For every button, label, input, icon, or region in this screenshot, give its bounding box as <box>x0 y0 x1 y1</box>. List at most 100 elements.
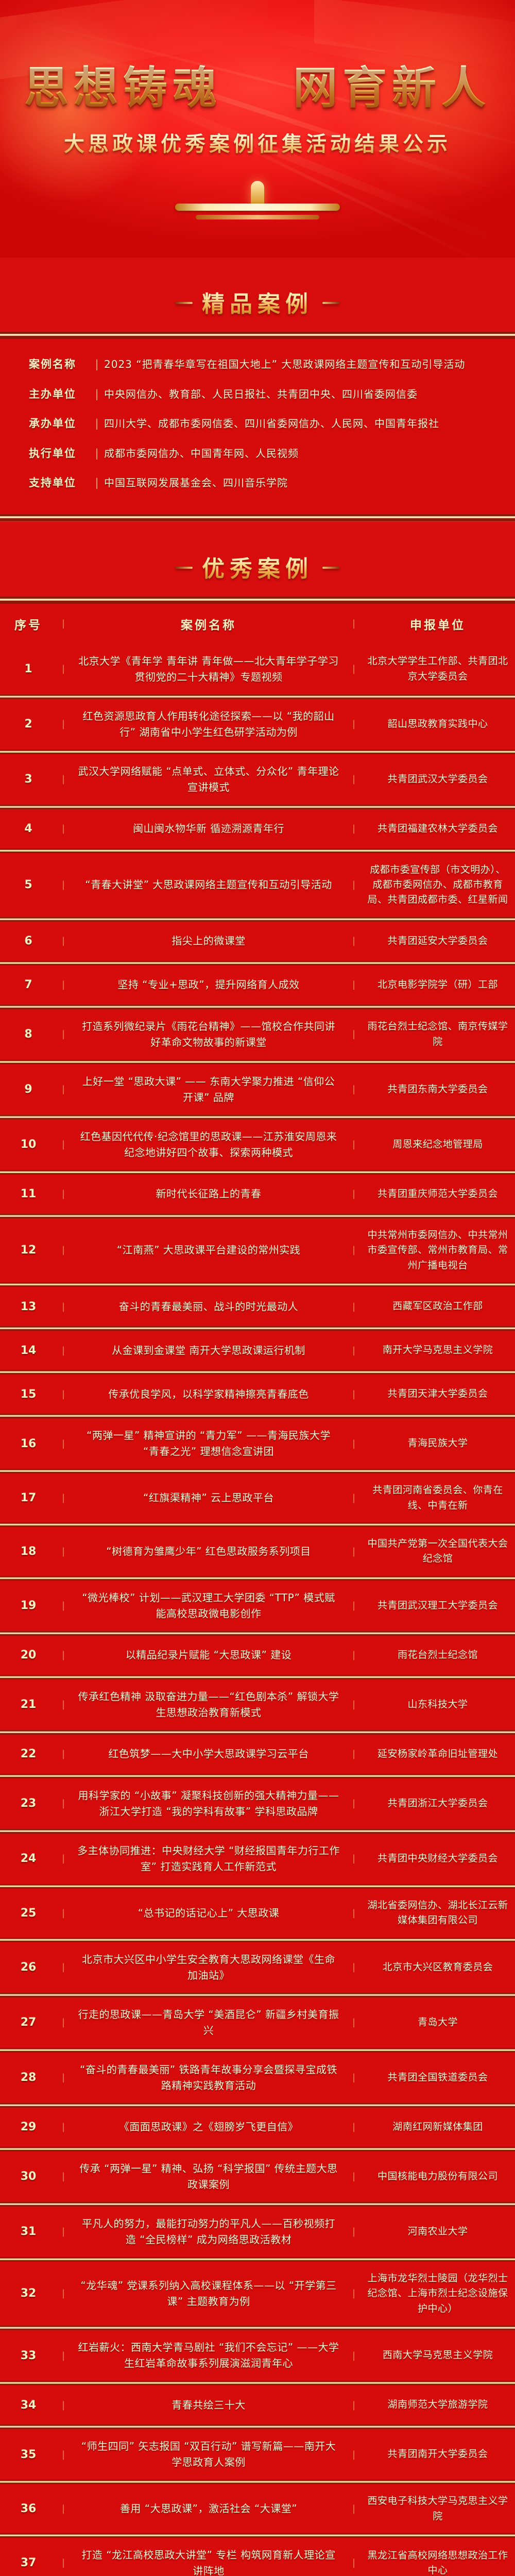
table-row[interactable]: 19 | “微光棒校” 计划——武汉理工大学团委 “TTP” 模式赋能高校思政微电影… <box>0 1580 515 1631</box>
row-divider <box>0 1414 515 1419</box>
row-divider <box>0 1469 515 1474</box>
case-unit: 共青团武汉大学委员会 <box>387 773 488 785</box>
table-row[interactable]: 36 | 善用 “大思政课”，激活社会 “大课堂” | 西安电子科技大学马克思主义学院 <box>0 2484 515 2533</box>
info-value: 四川大学、成都市委网信委、四川省委网信办、人民网、中国青年报社 <box>104 417 439 430</box>
case-number: 6 <box>24 935 32 948</box>
table-row[interactable]: 10 | 红色基因代代传·纪念馆里的思政课——江苏淮安周恩来纪念地讲好四个故事、探索… <box>0 1119 515 1170</box>
case-unit: 雨花台烈士纪念馆 <box>397 1649 478 1661</box>
column-separator: | <box>61 823 65 834</box>
case-name: 传承优良学风，以科学家精神擦亮青春底色 <box>108 1387 309 1400</box>
section-divider <box>0 332 515 339</box>
case-name: “总书记的话记心上” 大思政课 <box>138 1906 280 1919</box>
column-separator: | <box>61 618 65 629</box>
column-separator: | <box>61 1139 65 1150</box>
table-row[interactable]: 14 | 从金课到金课堂 南开大学思政课运行机制 | 南开大学马克思主义学院 <box>0 1331 515 1370</box>
table-row[interactable]: 32 | “龙华魂” 党课系列纳入高校课程体系——以 “开学第三课” 主题教育为例 |… <box>0 2261 515 2326</box>
case-number: 4 <box>24 822 32 835</box>
table-row[interactable]: 17 | “红旗渠精神” 云上思政平台 | 共青团河南省委员会、你青在线、中青在新 <box>0 1473 515 1522</box>
featured-section-title: 精品案例 <box>175 285 313 318</box>
row-divider <box>0 1828 515 1834</box>
row-divider <box>0 2381 515 2386</box>
case-name: 用科学家的 “小故事” 凝聚科技创新的强大精神力量——浙江大学打造 “我的学科有… <box>78 1789 339 1818</box>
column-separator: | <box>352 1907 356 1919</box>
table-row[interactable]: 15 | 传承优良学风，以科学家精神擦亮青春底色 | 共青团天津大学委员会 <box>0 1375 515 1414</box>
case-name: 北京大学《青年学 青年讲 青年做——北大青年学子学习贯彻党的二十大精神》专题视频 <box>78 654 339 683</box>
table-row[interactable]: 11 | 新时代长征路上的青春 | 共青团重庆师范大学委员会 <box>0 1174 515 1214</box>
case-name: 善用 “大思政课”，激活社会 “大课堂” <box>119 2502 298 2515</box>
table-row[interactable]: 6 | 指尖上的微课堂 | 共青团延安大学委员会 <box>0 921 515 961</box>
case-name: 坚持 “专业+思政”，提升网络育人成效 <box>117 978 300 991</box>
table-row[interactable]: 18 | “树德育为雏鹰少年” 红色思政服务系列项目 | 中国共产党第一次全国代表大会纪… <box>0 1527 515 1576</box>
table-row[interactable]: 3 | 武汉大学网络赋能 “点单式、立体式、分众化” 青年理论宣讲模式 | 共青团武汉大… <box>0 754 515 805</box>
table-row[interactable]: 1 | 北京大学《青年学 青年讲 青年做——北大青年学子学习贯彻党的二十大精神》专题… <box>0 643 515 694</box>
emblem-bar-secondary <box>196 215 319 220</box>
table-row[interactable]: 2 | 红色资源思政育人作用转化途径探索——以 “我的韶山行” 湖南省中小学生红色研… <box>0 699 515 750</box>
table-row[interactable]: 34 | 青春共绘三十大 | 湖南师范大学旅游学院 <box>0 2385 515 2425</box>
table-row[interactable]: 13 | 奋斗的青春最美丽、战斗的时光最动人 | 西藏军区政治工作部 <box>0 1287 515 1327</box>
case-unit: 共青团天津大学委员会 <box>387 1388 488 1400</box>
info-label: 承办单位 <box>29 417 76 430</box>
table-row[interactable]: 24 | 多主体协同推进：中央财经大学 “财经报国青年力行工作室” 打造实践育人工作… <box>0 1833 515 1884</box>
table-row[interactable]: 4 | 闽山闽水物华新 循迹溯源青年行 | 共青团福建农林大学委员会 <box>0 809 515 849</box>
case-number: 18 <box>20 1545 37 1558</box>
case-number: 30 <box>20 2170 37 2183</box>
column-separator: | <box>352 2557 356 2569</box>
table-row[interactable]: 30 | 传承 “两弹一星” 精神、弘扬 “科学报国” 传统主题大思政课案例 | 中国核… <box>0 2151 515 2202</box>
table-row[interactable]: 5 | “青春大讲堂” 大思政课网络主题宣传和互动引导活动 | 成都市委宣传部（市文明办… <box>0 853 515 917</box>
case-unit: 雨花台烈士纪念馆、南京传媒学院 <box>367 1021 508 1047</box>
table-row[interactable]: 33 | 红岩薪火：西南大学青马剧社 “我们不会忘记” ——大学生红岩革命故事系列展… <box>0 2330 515 2381</box>
featured-heading-wrap: 精品案例 <box>0 258 515 332</box>
table-row[interactable]: 8 | 打造系列微纪录片《雨花台精神》——馆校合作共同讲好革命文物故事的新课堂 | 雨花… <box>0 1009 515 1060</box>
column-header-name: 案例名称 <box>181 618 236 632</box>
case-number: 1 <box>24 663 32 675</box>
table-row[interactable]: 31 | 平凡人的努力，最能打动努力的平凡人——百秒视频打造 “全民榜样” 成为网络… <box>0 2206 515 2257</box>
table-row[interactable]: 12 | “江南燕” 大思政课平台建设的常州实践 | 中共常州市委网信办、中共常州市委宣… <box>0 1218 515 1283</box>
case-unit: 共青团重庆师范大学委员会 <box>377 1188 498 1200</box>
case-number: 7 <box>24 978 32 992</box>
case-name: 青春共绘三十大 <box>171 2398 246 2411</box>
table-row[interactable]: 16 | “两弹一星” 精神宣讲的 “青力军” ——青海民族大学 “青春之光” 理想… <box>0 1418 515 1469</box>
table-row[interactable]: 7 | 坚持 “专业+思政”，提升网络育人成效 | 北京电影学院学（研）工部 <box>0 965 515 1005</box>
row-divider <box>0 960 515 965</box>
row-divider <box>0 2103 515 2108</box>
case-name: 红色资源思政育人作用转化途径探索——以 “我的韶山行” 湖南省中小学生红色研学活… <box>82 709 335 738</box>
case-number: 25 <box>20 1906 37 1920</box>
table-row[interactable]: 27 | 行走的思政课——青岛大学 “美酒昆仑” 新疆乡村美育振兴 | 青岛大学 <box>0 1997 515 2048</box>
case-unit: 共青团福建农林大学委员会 <box>377 822 498 834</box>
column-separator: | <box>352 2288 356 2299</box>
table-row[interactable]: 21 | 传承红色精神 汲取奋进力量——“红色剧本杀” 解锁大学生思想政治教育新模式… <box>0 1679 515 1730</box>
column-separator: | <box>352 823 356 834</box>
table-row[interactable]: 25 | “总书记的话记心上” 大思政课 | 湖北省委网信办、湖北长江云新媒体集团有限公… <box>0 1888 515 1938</box>
column-separator: | <box>61 1493 65 1504</box>
row-divider <box>0 804 515 809</box>
table-row[interactable]: 35 | “师生四同” 矢志报国 “双百行动” 谱写新篇——南开大学思政育人案例 | 共… <box>0 2429 515 2480</box>
table-row[interactable]: 9 | 上好一堂 “思政大课” —— 东南大学聚力推进 “信仰公开课” 品牌 | 共青团… <box>0 1064 515 1115</box>
row-divider <box>0 1004 515 1009</box>
table-row[interactable]: 23 | 用科学家的 “小故事” 凝聚科技创新的强大精神力量——浙江大学打造 “我的… <box>0 1778 515 1829</box>
row-divider <box>0 2326 515 2331</box>
table-row[interactable]: 22 | 红色筑梦——大中小学大思政课学习云平台 | 延安杨家岭革命旧址管理处 <box>0 1734 515 1774</box>
table-row[interactable]: 20 | 以精品纪录片赋能 “大思政课” 建设 | 雨花台烈士纪念馆 <box>0 1635 515 1675</box>
case-name: 新时代长征路上的青春 <box>156 1188 262 1200</box>
column-separator: | <box>352 719 356 730</box>
column-separator: | <box>61 1907 65 1919</box>
row-divider <box>0 2146 515 2151</box>
table-row[interactable]: 26 | 北京市大兴区中小学生安全教育大思政网络课堂《生命加油站》 | 北京市大兴区教育… <box>0 1942 515 1993</box>
case-name: 平凡人的努力，最能打动努力的平凡人——百秒视频打造 “全民榜样” 成为网络思政活… <box>82 2217 335 2246</box>
info-value: 成都市委网信办、中国青年网、人民视频 <box>104 447 299 460</box>
column-separator: | <box>61 2557 65 2569</box>
row-divider <box>0 2533 515 2538</box>
column-separator: | <box>352 1139 356 1150</box>
case-unit: 共青团全国铁道委员会 <box>387 2072 488 2083</box>
case-number: 31 <box>20 2225 37 2239</box>
table-row[interactable]: 37 | 打造 “龙江高校思政大讲堂” 专栏 构筑网育新人理论宣讲阵地 | 黑龙江省高校… <box>0 2537 515 2576</box>
info-separator: | <box>95 387 99 400</box>
table-row[interactable]: 28 | “奋斗的青春最美丽” 铁路青年故事分享会暨探寻宝成铁路精神实践教育活动 | 共… <box>0 2052 515 2103</box>
row-divider <box>0 1370 515 1375</box>
case-name: “师生四同” 矢志报国 “双百行动” 谱写新篇——南开大学思政育人案例 <box>81 2440 336 2469</box>
table-row[interactable]: 29 | 《面面思政课》之《翅膀岁飞更自信》 | 湖南红网新媒体集团 <box>0 2107 515 2147</box>
column-separator: | <box>61 1438 65 1449</box>
column-separator: | <box>352 1546 356 1557</box>
case-number: 23 <box>20 1797 37 1810</box>
case-name: “红旗渠精神” 云上思政平台 <box>143 1492 274 1504</box>
